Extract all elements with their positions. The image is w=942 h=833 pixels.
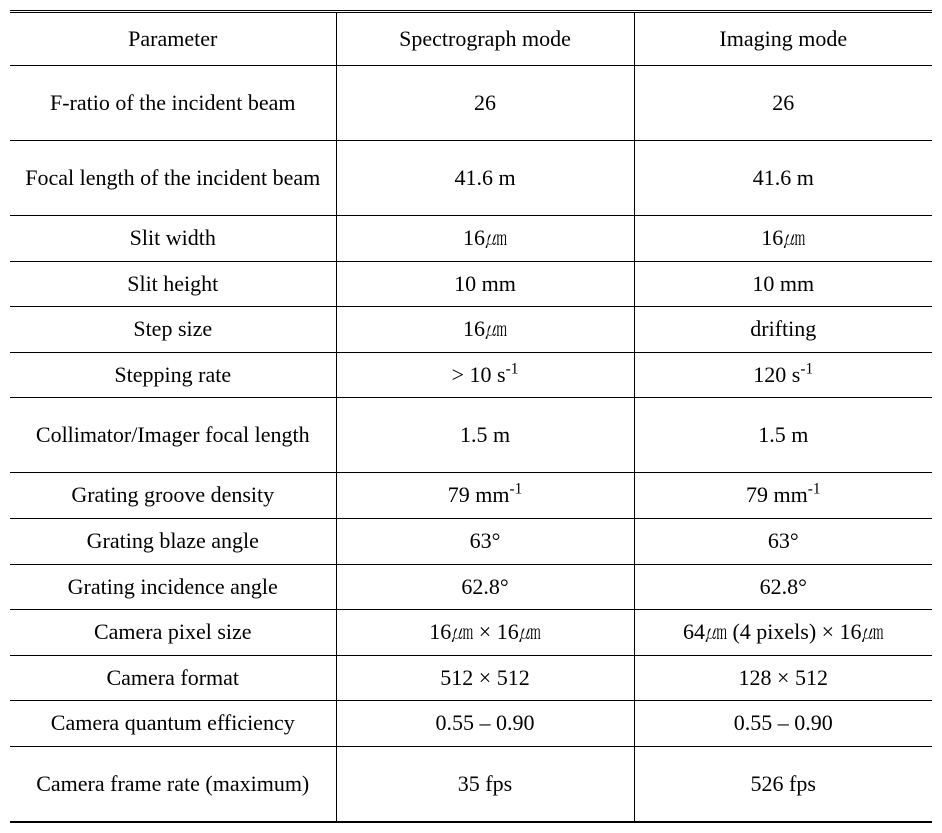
cell-imaging: 128 × 512 [634, 655, 932, 701]
cell-imaging: 62.8° [634, 564, 932, 610]
table-row: Camera format512 × 512128 × 512 [10, 655, 932, 701]
cell-parameter: Collimator/Imager focal length [10, 398, 336, 473]
cell-parameter: F-ratio of the incident beam [10, 66, 336, 141]
cell-spectrograph: 62.8° [336, 564, 634, 610]
parameters-table: Parameter Spectrograph mode Imaging mode… [10, 10, 932, 823]
cell-parameter: Slit width [10, 216, 336, 262]
col-header-parameter: Parameter [10, 12, 336, 66]
cell-spectrograph: > 10 s-1 [336, 352, 634, 398]
cell-imaging: drifting [634, 307, 932, 353]
cell-parameter: Slit height [10, 261, 336, 307]
cell-parameter: Camera quantum efficiency [10, 701, 336, 747]
table-row: Grating blaze angle63°63° [10, 518, 932, 564]
cell-parameter: Camera pixel size [10, 610, 336, 656]
table-row: Grating groove density79 mm-179 mm-1 [10, 473, 932, 519]
cell-parameter: Focal length of the incident beam [10, 141, 336, 216]
cell-spectrograph: 63° [336, 518, 634, 564]
table-row: Stepping rate> 10 s-1120 s-1 [10, 352, 932, 398]
table-row: Focal length of the incident beam41.6 m4… [10, 141, 932, 216]
table-row: Collimator/Imager focal length1.5 m1.5 m [10, 398, 932, 473]
cell-parameter: Grating blaze angle [10, 518, 336, 564]
cell-spectrograph: 512 × 512 [336, 655, 634, 701]
cell-spectrograph: 26 [336, 66, 634, 141]
cell-imaging: 26 [634, 66, 932, 141]
table-row: F-ratio of the incident beam2626 [10, 66, 932, 141]
table-row: Camera pixel size16㎛ × 16㎛64㎛ (4 pixels)… [10, 610, 932, 656]
cell-spectrograph: 35 fps [336, 746, 634, 822]
cell-spectrograph: 16㎛ [336, 307, 634, 353]
cell-imaging: 526 fps [634, 746, 932, 822]
cell-parameter: Stepping rate [10, 352, 336, 398]
cell-parameter: Grating incidence angle [10, 564, 336, 610]
cell-spectrograph: 41.6 m [336, 141, 634, 216]
cell-spectrograph: 1.5 m [336, 398, 634, 473]
table-row: Camera quantum efficiency0.55 – 0.900.55… [10, 701, 932, 747]
table-row: Slit width16㎛16㎛ [10, 216, 932, 262]
cell-spectrograph: 79 mm-1 [336, 473, 634, 519]
col-header-imaging: Imaging mode [634, 12, 932, 66]
cell-imaging: 16㎛ [634, 216, 932, 262]
cell-imaging: 64㎛ (4 pixels) × 16㎛ [634, 610, 932, 656]
cell-parameter: Camera format [10, 655, 336, 701]
col-header-spectrograph: Spectrograph mode [336, 12, 634, 66]
cell-parameter: Camera frame rate (maximum) [10, 746, 336, 822]
cell-imaging: 41.6 m [634, 141, 932, 216]
cell-imaging: 79 mm-1 [634, 473, 932, 519]
cell-spectrograph: 0.55 – 0.90 [336, 701, 634, 747]
cell-imaging: 63° [634, 518, 932, 564]
table-row: Grating incidence angle62.8°62.8° [10, 564, 932, 610]
table-row: Slit height10 mm10 mm [10, 261, 932, 307]
table-row: Step size16㎛drifting [10, 307, 932, 353]
cell-imaging: 1.5 m [634, 398, 932, 473]
table-row: Camera frame rate (maximum)35 fps526 fps [10, 746, 932, 822]
header-row: Parameter Spectrograph mode Imaging mode [10, 12, 932, 66]
cell-imaging: 120 s-1 [634, 352, 932, 398]
table-body: F-ratio of the incident beam2626Focal le… [10, 66, 932, 822]
cell-imaging: 0.55 – 0.90 [634, 701, 932, 747]
cell-spectrograph: 16㎛ × 16㎛ [336, 610, 634, 656]
cell-parameter: Grating groove density [10, 473, 336, 519]
cell-spectrograph: 16㎛ [336, 216, 634, 262]
cell-spectrograph: 10 mm [336, 261, 634, 307]
cell-imaging: 10 mm [634, 261, 932, 307]
cell-parameter: Step size [10, 307, 336, 353]
